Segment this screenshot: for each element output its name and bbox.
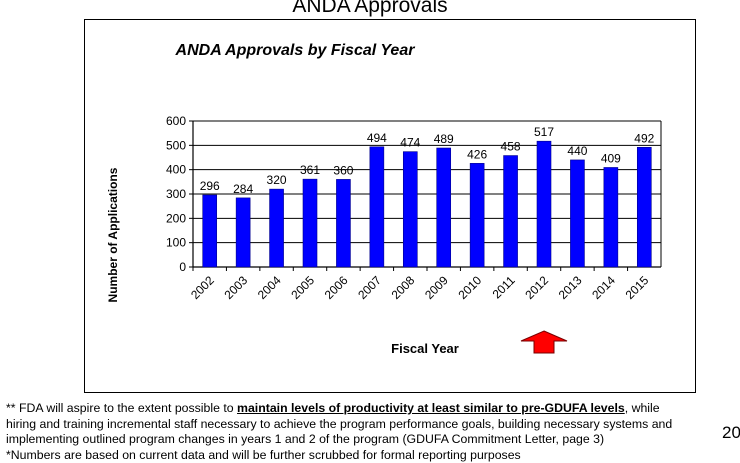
data-label-2010: 426 (467, 147, 487, 161)
y-tick-label: 400 (166, 163, 186, 177)
x-tick-label-2008: 2008 (389, 273, 418, 302)
bar-2012 (536, 140, 552, 268)
bar-2011 (503, 155, 518, 268)
data-label-2012: 517 (534, 125, 554, 139)
x-axis-title: Fiscal Year (391, 341, 459, 356)
footnote-line-1-prefix: ** FDA will aspire to the extent possibl… (6, 401, 238, 415)
x-tick-label-2009: 2009 (422, 273, 451, 302)
x-tick-label-2014: 2014 (589, 273, 618, 302)
footnote-line-3: implementing outlined program changes in… (6, 432, 605, 446)
y-tick-label: 600 (166, 114, 186, 128)
data-label-2002: 296 (200, 179, 220, 193)
bar-2015 (636, 146, 652, 268)
data-label-2015: 492 (634, 131, 654, 145)
bar-2004 (269, 188, 284, 268)
footnote-line-1: ** FDA will aspire to the extent possibl… (6, 401, 740, 417)
footnote-line-4: *Numbers are based on current data and w… (6, 447, 521, 462)
x-tick-label-2006: 2006 (322, 273, 351, 302)
bar-2006 (336, 179, 351, 268)
data-label-2005: 361 (300, 163, 320, 177)
footnote-emphasis: maintain levels of productivity at least… (237, 401, 625, 415)
data-label-2009: 489 (434, 132, 454, 146)
y-tick-label: 200 (166, 211, 186, 225)
x-tick-label-2002: 2002 (188, 273, 217, 302)
x-tick-label-2007: 2007 (355, 273, 384, 302)
y-tick-label: 300 (166, 187, 186, 201)
x-tick-label-2003: 2003 (221, 273, 250, 302)
bar-2007 (369, 146, 385, 268)
up-arrow-icon (520, 330, 568, 354)
y-tick-label: 500 (166, 138, 186, 152)
bar-2002 (202, 194, 218, 268)
data-label-2011: 458 (501, 140, 521, 154)
bar-2005 (302, 178, 318, 268)
bar-2003 (235, 197, 251, 268)
bar-2014 (603, 167, 619, 268)
x-tick-label-2013: 2013 (556, 273, 585, 302)
footnote: ** FDA will aspire to the extent possibl… (6, 401, 740, 463)
chart-frame: 0 100 200 300 400 500 600 296 2002 284 2003 320 2004… (84, 19, 696, 393)
y-tick-label: 100 (166, 236, 186, 250)
x-tick-label-2005: 2005 (288, 273, 317, 302)
data-label-2013: 440 (567, 144, 587, 158)
y-axis-title: Number of Applications (106, 167, 120, 302)
x-tick-label-2012: 2012 (522, 273, 551, 302)
chart-title: ANDA Approvals by Fiscal Year (175, 42, 416, 59)
data-label-2004: 320 (267, 173, 287, 187)
bar-2013 (570, 159, 585, 268)
data-label-2003: 284 (233, 182, 253, 196)
bar-2008 (402, 151, 418, 268)
data-label-2014: 409 (601, 151, 621, 165)
footnote-line-2: hiring and training incremental staff ne… (6, 416, 673, 431)
y-tick-label: 0 (179, 260, 186, 274)
data-label-2008: 474 (400, 136, 420, 150)
bar-2009 (436, 147, 452, 268)
bar-2010 (469, 163, 485, 268)
x-tick-label-2011: 2011 (490, 273, 518, 301)
slide-title: ANDA Approvals (292, 0, 448, 17)
bar-chart: 0 100 200 300 400 500 600 296 2002 284 2003 320 2004… (106, 42, 662, 356)
page-number: 20 (722, 423, 740, 442)
footnote-line-1-suffix: , while (624, 401, 660, 415)
x-tick-label-2015: 2015 (623, 273, 652, 302)
x-tick-label-2004: 2004 (255, 273, 284, 302)
x-tick-label-2010: 2010 (455, 273, 484, 302)
data-label-2006: 360 (333, 163, 353, 177)
data-label-2007: 494 (367, 131, 387, 145)
